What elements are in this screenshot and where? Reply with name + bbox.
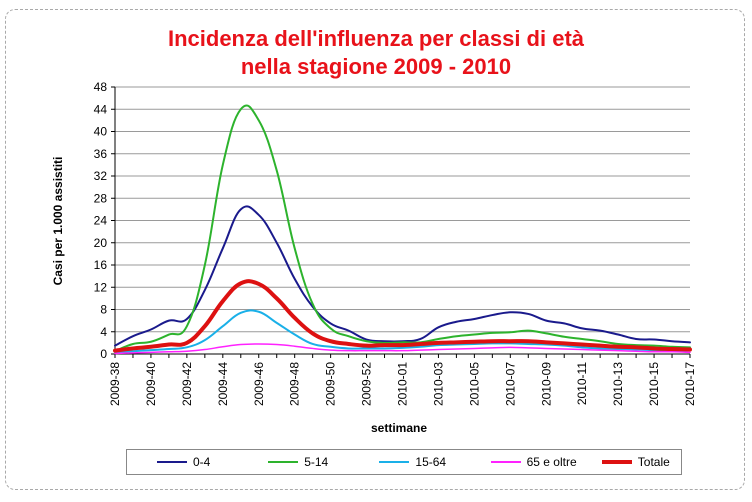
chart-frame — [5, 9, 745, 490]
y-tick-label: 32 — [94, 169, 108, 183]
legend-label: 0-4 — [193, 455, 211, 469]
x-tick-label: 2010-17 — [683, 362, 697, 406]
y-tick-label: 8 — [100, 303, 107, 317]
x-tick-label: 2009-50 — [324, 362, 338, 406]
y-axis-label: Casi per 1.000 assistiti — [51, 157, 65, 286]
y-tick-label: 20 — [94, 236, 108, 250]
x-tick-label: 2010-03 — [431, 362, 445, 406]
y-tick-label: 36 — [94, 147, 108, 161]
x-tick-label: 2010-07 — [503, 362, 517, 406]
x-axis-label: settimane — [371, 421, 427, 435]
y-tick-label: 12 — [94, 280, 108, 294]
legend-label: 5-14 — [304, 455, 329, 469]
y-tick-label: 24 — [94, 214, 108, 228]
y-tick-label: 28 — [94, 191, 108, 205]
x-tick-label: 2009-42 — [180, 362, 194, 406]
y-tick-label: 40 — [94, 125, 108, 139]
x-tick-label: 2009-44 — [216, 362, 230, 406]
legend-label: Totale — [637, 455, 670, 469]
legend-swatch — [157, 461, 187, 463]
x-tick-label: 2010-09 — [539, 362, 553, 406]
x-tick-label: 2010-13 — [611, 362, 625, 406]
chart-title-line-1: Incidenza dell'influenza per classi di e… — [167, 26, 585, 51]
legend-item-totale: Totale — [601, 450, 670, 474]
legend-swatch — [490, 461, 521, 463]
gridlines — [115, 86, 690, 333]
x-tick-label: 2009-46 — [252, 362, 266, 406]
x-tick-label: 2010-05 — [467, 362, 481, 406]
series-lines — [113, 104, 692, 355]
y-tick-label: 16 — [94, 258, 108, 272]
legend-label: 65 e oltre — [526, 455, 577, 469]
y-tick-label: 4 — [100, 325, 107, 339]
x-tick-label: 2009-38 — [108, 362, 122, 406]
chart-title: Incidenza dell'influenza per classi di e… — [0, 25, 752, 81]
x-tick-label: 2010-01 — [396, 362, 410, 406]
legend-swatch — [379, 461, 410, 463]
series-line-65-e-oltre — [114, 343, 691, 355]
chart-title-line-2: nella stagione 2009 - 2010 — [240, 54, 512, 79]
axes — [111, 86, 691, 358]
series-line-0-4 — [114, 205, 691, 347]
series-line-15-64 — [114, 309, 691, 354]
x-tick-label: 2009-52 — [360, 362, 374, 406]
legend: 0-4 5-14 15-64 65 e oltre Totale — [126, 449, 682, 475]
legend-item-65-e-oltre: 65 e oltre — [490, 450, 577, 474]
x-tick-label: 2010-15 — [647, 362, 661, 406]
y-tick-label: 48 — [94, 80, 108, 94]
legend-item-0-4: 0-4 — [157, 450, 210, 474]
y-tick-label: 0 — [100, 347, 107, 361]
x-tick-label: 2009-40 — [144, 362, 158, 406]
x-tick-label: 2009-48 — [288, 362, 302, 406]
legend-label: 15-64 — [415, 455, 447, 469]
legend-item-5-14: 5-14 — [268, 450, 328, 474]
x-tick-label: 2010-11 — [575, 362, 589, 405]
legend-item-15-64: 15-64 — [379, 450, 446, 474]
y-tick-label: 44 — [94, 102, 108, 116]
series-line-totale — [113, 279, 692, 353]
series-line-5-14 — [114, 104, 691, 353]
legend-swatch — [268, 461, 299, 463]
legend-swatch — [601, 460, 632, 464]
